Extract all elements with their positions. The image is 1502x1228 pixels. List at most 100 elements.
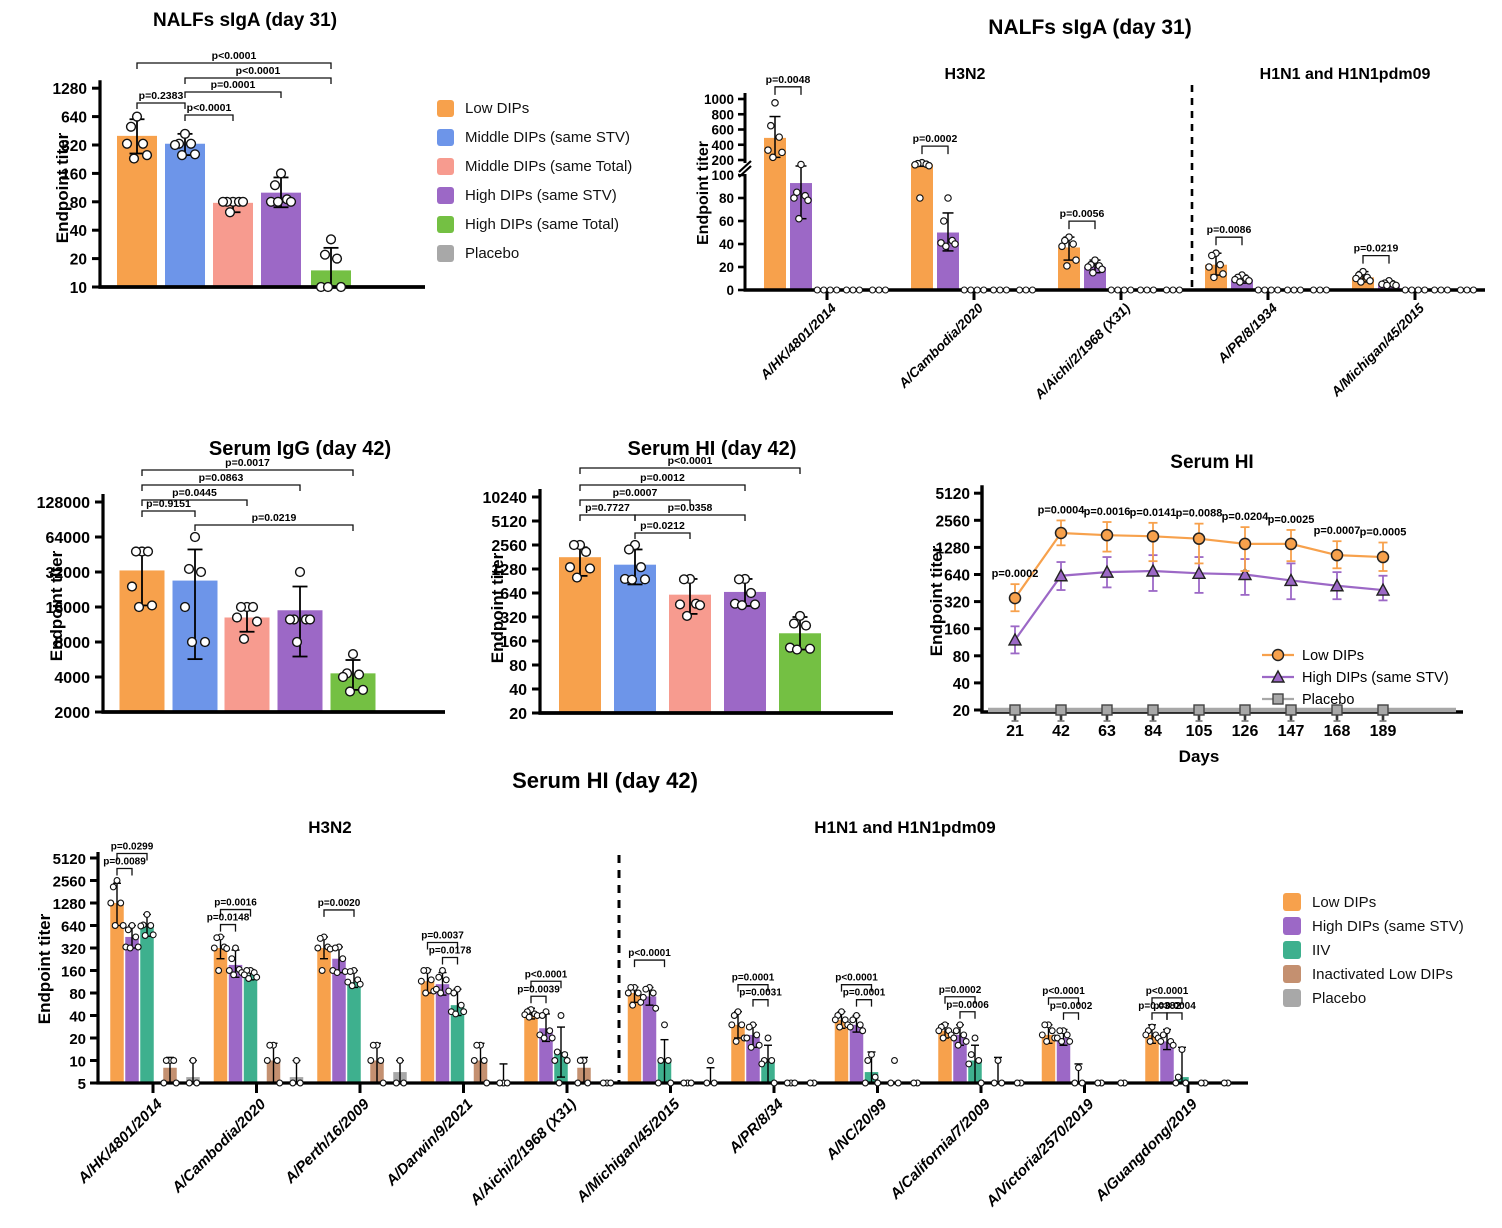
svg-text:20: 20: [69, 1031, 86, 1048]
svg-text:160: 160: [944, 622, 970, 639]
svg-text:p=0.7727: p=0.7727: [585, 502, 630, 514]
svg-text:20: 20: [953, 703, 970, 720]
legend-item: High DIPs (same STV): [437, 187, 632, 204]
svg-text:100: 100: [711, 168, 734, 183]
svg-text:60: 60: [719, 214, 734, 229]
svg-text:80: 80: [953, 649, 970, 666]
svg-text:p=0.0056: p=0.0056: [1060, 208, 1105, 220]
svg-text:p=0.0089: p=0.0089: [103, 857, 146, 868]
svg-text:p=0.0219: p=0.0219: [1354, 243, 1399, 255]
svg-text:320: 320: [500, 610, 527, 627]
svg-text:p=0.0863: p=0.0863: [199, 472, 244, 484]
svg-text:p=0.0299: p=0.0299: [111, 842, 154, 853]
svg-text:Endpoint titer: Endpoint titer: [695, 141, 712, 245]
svg-text:5: 5: [78, 1076, 86, 1093]
svg-text:p<0.0001: p<0.0001: [668, 455, 713, 467]
svg-text:A/Victoria/2570/2019: A/Victoria/2570/2019: [982, 1095, 1097, 1210]
svg-text:p=0.0358: p=0.0358: [668, 502, 713, 514]
legend-label: Low DIPs: [465, 100, 530, 117]
svg-text:p=0.0086: p=0.0086: [1207, 224, 1252, 236]
legend-item: IIV: [1283, 941, 1464, 959]
legend-swatch: [437, 129, 454, 146]
svg-text:A/PR/8/34: A/PR/8/34: [725, 1095, 787, 1157]
legend-label: IIV: [1312, 941, 1331, 959]
legend-swatch: [1283, 893, 1301, 911]
legend-label: Placebo: [465, 245, 520, 262]
legend-label: Placebo: [1312, 989, 1367, 1007]
svg-text:p=0.0007: p=0.0007: [613, 487, 658, 499]
panel-b-title: NALFs sIgA (day 31): [988, 16, 1192, 39]
svg-text:p=0.0212: p=0.0212: [640, 520, 685, 532]
svg-text:Placebo: Placebo: [1302, 692, 1354, 708]
svg-text:Endpoint titer: Endpoint titer: [47, 550, 66, 661]
svg-text:p<0.0001: p<0.0001: [236, 65, 281, 77]
svg-text:0: 0: [726, 283, 734, 298]
svg-text:p=0.0002: p=0.0002: [939, 985, 982, 996]
svg-text:p=0.0004: p=0.0004: [1038, 504, 1086, 516]
panel-a-plot: Endpoint titer 10 20 40 80 160 320 640 1280 p<0.0…: [53, 50, 425, 297]
svg-text:640: 640: [61, 110, 87, 127]
panel-b-subtitle-h3n2: H3N2: [944, 66, 986, 83]
svg-text:p=0.0017: p=0.0017: [225, 457, 270, 469]
svg-text:80: 80: [70, 195, 87, 212]
svg-text:Days: Days: [1179, 747, 1220, 766]
svg-text:600: 600: [711, 123, 734, 138]
svg-text:168: 168: [1324, 723, 1351, 740]
svg-text:10: 10: [69, 1054, 86, 1071]
svg-text:p=0.0178: p=0.0178: [429, 946, 472, 957]
svg-text:320: 320: [61, 941, 86, 958]
svg-text:p<0.0001: p<0.0001: [212, 50, 257, 62]
svg-text:105: 105: [1186, 723, 1213, 740]
svg-text:p=0.0382: p=0.0382: [1138, 1001, 1181, 1012]
svg-text:2560: 2560: [53, 874, 86, 891]
svg-text:p=0.0007: p=0.0007: [1314, 525, 1361, 537]
legend-label: Middle DIPs (same STV): [465, 129, 631, 146]
svg-text:4000: 4000: [54, 670, 90, 687]
legend-swatch: [437, 216, 454, 233]
legend-item: Middle DIPs (same Total): [437, 158, 632, 175]
svg-text:A/Guangdong/2019: A/Guangdong/2019: [1091, 1095, 1201, 1205]
svg-text:p=0.0016: p=0.0016: [214, 898, 257, 909]
svg-text:1280: 1280: [936, 540, 970, 557]
svg-text:p=0.0039: p=0.0039: [517, 984, 560, 995]
svg-text:p<0.0001: p<0.0001: [628, 948, 671, 959]
svg-text:160: 160: [500, 634, 527, 651]
svg-text:Endpoint titer: Endpoint titer: [927, 545, 946, 656]
svg-text:A/Cambodia/2020: A/Cambodia/2020: [895, 300, 986, 391]
svg-text:84: 84: [1144, 723, 1162, 740]
svg-text:40: 40: [509, 682, 527, 699]
legend-item: Inactivated Low DIPs: [1283, 965, 1464, 983]
svg-text:Endpoint titer: Endpoint titer: [35, 913, 54, 1024]
svg-text:p<0.0001: p<0.0001: [525, 969, 568, 980]
svg-text:42: 42: [1052, 723, 1070, 740]
svg-text:1280: 1280: [491, 562, 527, 579]
svg-text:p=0.0088: p=0.0088: [1176, 508, 1223, 520]
panel-b-plot: Endpoint titer 0 20 40 60 80 10020040060080010…: [695, 74, 1485, 403]
legend-item: High DIPs (same STV): [1283, 917, 1464, 935]
svg-text:1280: 1280: [53, 81, 87, 98]
svg-text:63: 63: [1098, 723, 1116, 740]
svg-text:p=0.0445: p=0.0445: [172, 487, 217, 499]
legend-swatch: [437, 158, 454, 175]
panel-d-plot: Endpoint titer 20 40 80 160 320 640 1280 2560 512…: [483, 455, 893, 723]
svg-text:147: 147: [1278, 723, 1305, 740]
svg-text:Endpoint titer: Endpoint titer: [488, 552, 507, 663]
legend-swatch: [1283, 965, 1301, 983]
svg-text:p=0.0031: p=0.0031: [739, 988, 782, 999]
svg-text:64000: 64000: [46, 530, 91, 547]
svg-text:p=0.0048: p=0.0048: [766, 74, 811, 86]
panel-a-title: NALFs sIgA (day 31): [152, 10, 338, 31]
svg-text:A/Cambodia/2020: A/Cambodia/2020: [168, 1095, 270, 1197]
svg-text:128000: 128000: [37, 495, 90, 512]
legend-item: Low DIPs: [1283, 893, 1464, 911]
svg-text:16000: 16000: [46, 600, 91, 617]
svg-text:80: 80: [509, 658, 527, 675]
svg-text:p=0.0219: p=0.0219: [252, 512, 297, 524]
svg-text:80: 80: [719, 191, 734, 206]
svg-text:5120: 5120: [936, 486, 970, 503]
svg-text:32000: 32000: [46, 565, 91, 582]
svg-text:p<0.0001: p<0.0001: [835, 973, 878, 984]
svg-text:p=0.0004: p=0.0004: [1153, 1001, 1196, 1012]
svg-text:p=0.0002: p=0.0002: [913, 133, 958, 145]
